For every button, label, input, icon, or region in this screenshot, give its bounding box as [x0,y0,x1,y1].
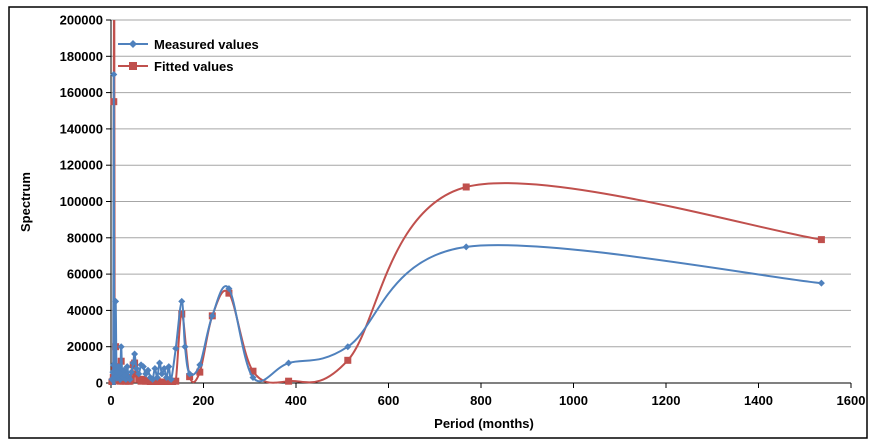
series-fitted-point [172,377,180,385]
series-measured-point [181,343,189,351]
x-tick-label: 1000 [559,393,588,408]
series-measured-point [131,350,139,358]
y-tick-label: 160000 [60,85,103,100]
x-tick-label: 600 [378,393,400,408]
series-measured-point [126,375,134,383]
x-tick-label: 1600 [837,393,866,408]
y-tick-label: 60000 [67,267,103,282]
series-measured-point [117,343,125,351]
y-tick-label: 80000 [67,230,103,245]
series-measured-point [144,366,152,374]
series-measured-point [139,363,147,371]
series-measured-point [249,374,257,382]
series-measured-point [135,370,143,378]
series-measured-point [186,370,194,378]
x-tick-labels: 0 200 400 600 800 1000 1200 1400 1600 [107,393,865,408]
series-fitted-point [178,310,186,318]
x-tick-label: 0 [107,393,114,408]
y-tick-label: 200000 [60,13,103,28]
x-axis-title: Period (months) [434,416,534,431]
series-fitted-point [462,183,470,191]
y-tick-label: 140000 [60,121,103,136]
series-fitted-point [344,356,352,364]
series-measured-point [165,363,173,371]
y-tick-labels: 0 20000 40000 60000 80000 100000 120000 140000 1… [60,13,103,391]
series-measured-point [285,359,293,367]
x-tick-label: 400 [285,393,307,408]
series-measured-point [112,297,120,305]
x-tick-label: 1200 [652,393,681,408]
series-measured-point [110,70,118,78]
series-measured-point [344,343,352,351]
series-measured-point [462,243,470,251]
axes [106,19,852,388]
x-tick-label: 800 [470,393,492,408]
y-tick-label: 40000 [67,303,103,318]
series-fitted-point [249,367,257,375]
y-tick-label: 20000 [67,339,103,354]
y-tick-label: 0 [96,376,103,391]
y-axis-title: Spectrum [18,172,33,232]
x-tick-label: 200 [193,393,215,408]
series-measured-point [123,363,131,371]
series-measured-point [172,345,180,353]
series-measured-point [167,375,175,383]
series-measured-point [156,359,164,367]
series-measured-point [129,359,137,367]
series-group [108,20,825,385]
legend-fitted-label: Fitted values [154,59,233,74]
series-fitted-point [817,236,825,244]
y-tick-label: 180000 [60,49,103,64]
series-measured-point [225,285,233,293]
legend: Measured values Fitted values [118,37,259,74]
legend-fitted-marker [129,62,137,70]
chart-border [8,6,868,439]
series-measured-point [151,364,159,372]
series-measured-point [132,364,140,372]
y-tick-label: 100000 [60,194,103,209]
series-measured-point [196,361,204,369]
series-measured-point [153,374,161,382]
legend-measured-marker [129,40,137,48]
series-measured-point [178,297,186,305]
x-tick-label: 1400 [744,393,773,408]
y-tick-label: 120000 [60,158,103,173]
series-measured-point [817,279,825,287]
series-fitted-point [225,289,233,297]
series-fitted-point [285,377,293,385]
series-measured-point [127,368,135,376]
series-measured-point [208,312,216,320]
series-measured-point [114,363,122,371]
series-measured-point [158,370,166,378]
series-fitted-point [196,368,204,376]
legend-measured-label: Measured values [154,37,259,52]
